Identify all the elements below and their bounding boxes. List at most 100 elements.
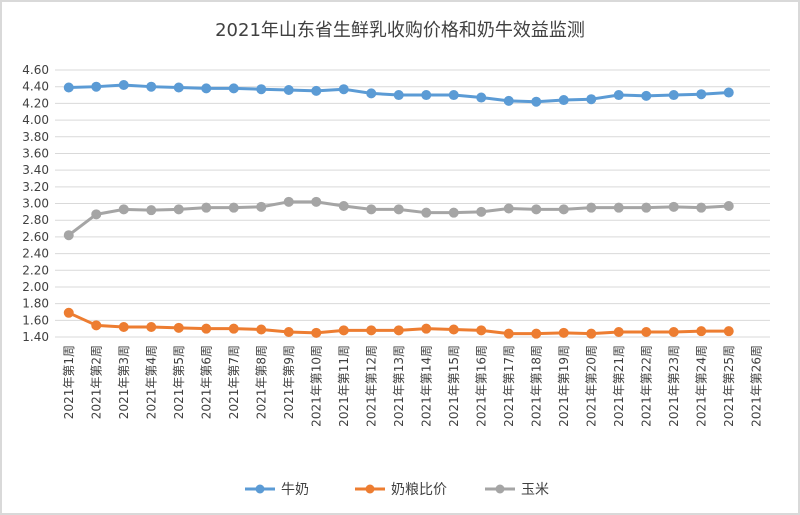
legend-label: 奶粮比价 — [391, 482, 447, 498]
data-point — [448, 90, 459, 101]
y-axis-ticks: 1.40 1.60 1.80 2.00 2.20 2.40 2.60 2.80 3.00 3.20… — [22, 63, 49, 344]
data-point — [173, 82, 184, 93]
gridlines — [55, 69, 770, 338]
series-2 — [63, 196, 734, 241]
x-tick-label: 2021年第13周 — [392, 345, 406, 427]
y-tick-label: 2.60 — [22, 230, 49, 244]
y-tick-label: 2.20 — [22, 263, 49, 277]
data-point — [201, 83, 212, 94]
x-tick-label: 2021年第9周 — [282, 345, 296, 419]
x-tick-label: 2021年第11周 — [337, 345, 351, 427]
series-group — [63, 80, 734, 339]
x-tick-label: 2021年第3周 — [117, 345, 131, 419]
data-point — [503, 95, 514, 106]
data-point — [118, 80, 129, 91]
y-tick-label: 1.60 — [22, 313, 49, 327]
data-point — [228, 202, 239, 213]
data-point — [366, 204, 377, 215]
x-tick-label: 2021年第1周 — [62, 345, 76, 419]
data-point — [393, 325, 404, 336]
legend-item: 奶粮比价 — [355, 482, 447, 498]
data-point — [146, 321, 157, 332]
data-point — [228, 323, 239, 334]
data-point — [91, 81, 102, 92]
y-tick-label: 3.40 — [22, 163, 49, 177]
data-point — [63, 82, 74, 93]
x-tick-label: 2021年第16周 — [474, 345, 488, 427]
data-point — [696, 202, 707, 213]
legend-swatch-marker — [365, 484, 375, 494]
x-tick-label: 2021年第18周 — [529, 345, 543, 427]
data-point — [256, 324, 267, 335]
y-tick-label: 2.80 — [22, 213, 49, 227]
data-point — [723, 201, 734, 212]
data-point — [723, 326, 734, 337]
y-tick-label: 2.00 — [22, 280, 49, 294]
y-tick-label: 4.60 — [22, 63, 49, 77]
legend: 牛奶 奶粮比价 玉米 — [245, 482, 549, 498]
y-tick-label: 2.40 — [22, 247, 49, 261]
data-point — [531, 96, 542, 107]
data-point — [476, 206, 487, 217]
data-point — [613, 90, 624, 101]
x-tick-label: 2021年第22周 — [639, 345, 653, 427]
y-tick-label: 4.00 — [22, 113, 49, 127]
x-tick-label: 2021年第21周 — [612, 345, 626, 427]
data-point — [366, 325, 377, 336]
data-point — [531, 328, 542, 339]
data-point — [448, 207, 459, 218]
data-point — [201, 323, 212, 334]
legend-swatch-marker — [255, 484, 265, 494]
x-tick-label: 2021年第23周 — [667, 345, 681, 427]
chart-title: 2021年山东省生鲜乳收购价格和奶牛效益监测 — [215, 20, 585, 41]
x-tick-label: 2021年第10周 — [309, 345, 323, 427]
series-0 — [63, 80, 734, 107]
y-tick-label: 1.80 — [22, 297, 49, 311]
legend-label: 玉米 — [521, 482, 549, 498]
data-point — [531, 204, 542, 215]
data-point — [586, 94, 597, 105]
data-point — [256, 201, 267, 212]
data-point — [338, 84, 349, 95]
data-point — [201, 202, 212, 213]
data-point — [118, 321, 129, 332]
data-point — [338, 201, 349, 212]
x-tick-label: 2021年第26周 — [749, 345, 763, 427]
legend-swatch-marker — [495, 484, 505, 494]
data-point — [503, 328, 514, 339]
data-point — [338, 325, 349, 336]
legend-item: 玉米 — [485, 482, 549, 498]
y-tick-label: 4.40 — [22, 80, 49, 94]
data-point — [668, 326, 679, 337]
data-point — [421, 207, 432, 218]
y-tick-label: 3.20 — [22, 180, 49, 194]
x-tick-label: 2021年第12周 — [364, 345, 378, 427]
x-tick-label: 2021年第7周 — [227, 345, 241, 419]
data-point — [558, 327, 569, 338]
x-tick-label: 2021年第8周 — [254, 345, 268, 419]
x-tick-label: 2021年第20周 — [584, 345, 598, 427]
y-tick-label: 4.20 — [22, 96, 49, 110]
data-point — [723, 87, 734, 98]
data-point — [63, 307, 74, 318]
data-point — [146, 81, 157, 92]
data-point — [558, 204, 569, 215]
x-tick-label: 2021年第2周 — [89, 345, 103, 419]
data-point — [421, 90, 432, 101]
x-tick-label: 2021年第15周 — [447, 345, 461, 427]
data-point — [613, 326, 624, 337]
data-point — [283, 85, 294, 96]
data-point — [448, 324, 459, 335]
data-point — [421, 323, 432, 334]
data-point — [311, 196, 322, 207]
data-point — [668, 201, 679, 212]
y-tick-label: 3.00 — [22, 197, 49, 211]
y-tick-label: 3.60 — [22, 146, 49, 160]
x-tick-label: 2021年第25周 — [722, 345, 736, 427]
data-point — [586, 328, 597, 339]
x-tick-label: 2021年第19周 — [557, 345, 571, 427]
x-axis-ticks: 2021年第1周 2021年第2周 2021年第3周 2021年第4周 2021年第5周… — [62, 345, 764, 427]
data-point — [393, 204, 404, 215]
data-point — [668, 90, 679, 101]
